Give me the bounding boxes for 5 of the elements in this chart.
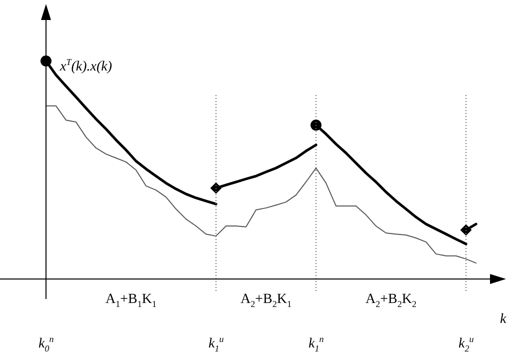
text: A$_{2}$+B$_{2}$K$_{1}$ bbox=[240, 292, 292, 309]
text: A$_{2}$+B$_{2}$K$_{2}$ bbox=[366, 292, 416, 309]
text: A$_{1}$+B$_{1}$K$_{1}$ bbox=[106, 292, 156, 309]
y-axis-title: x$^{T}$(k).x(k) bbox=[60, 57, 112, 75]
x-axis-title: k bbox=[500, 312, 506, 327]
